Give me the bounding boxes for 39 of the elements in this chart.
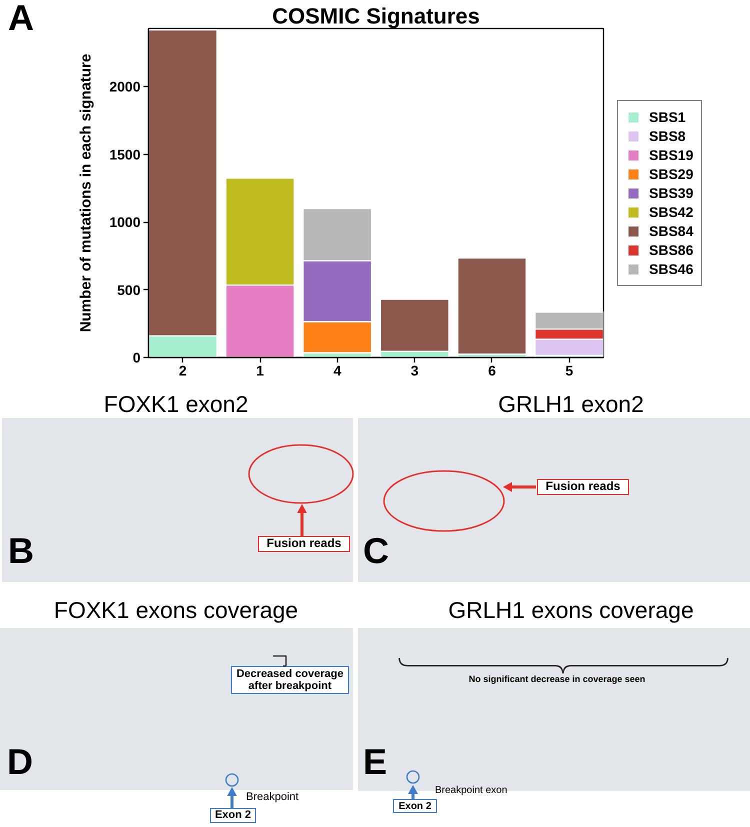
chart-title: COSMIC Signatures <box>272 4 480 28</box>
x-tick-label: 3 <box>410 362 419 378</box>
y-tick-label: 2000 <box>109 78 141 95</box>
legend-label: SBS8 <box>649 128 686 144</box>
text: Breakpoint exon <box>435 785 508 796</box>
y-tick-label: 1500 <box>109 146 141 162</box>
legend-label: SBS19 <box>649 146 694 162</box>
text: Fusion reads <box>258 536 350 552</box>
text: B <box>8 530 34 571</box>
text: Fusion reads <box>537 479 629 495</box>
y-tick-label: 1000 <box>109 214 141 230</box>
legend-label: SBS29 <box>649 166 694 182</box>
text: GRLH1 exons coverage <box>447 597 695 624</box>
text: A <box>8 0 34 38</box>
x-tick-label: 1 <box>256 362 264 378</box>
x-tick-label: 6 <box>488 362 496 378</box>
text: Exon 2 <box>210 808 256 823</box>
text: D <box>7 741 33 782</box>
y-tick-label: 0 <box>132 350 141 366</box>
text: C <box>363 530 389 571</box>
text: FOXK1 exon2 <box>102 391 250 418</box>
legend-label: SBS46 <box>649 260 694 276</box>
y-tick-label: 500 <box>117 282 141 298</box>
x-tick-label: 2 <box>178 362 187 378</box>
text: Exon 2 <box>393 799 437 813</box>
legend-label: SBS42 <box>649 204 694 220</box>
legend-label: SBS39 <box>649 184 694 200</box>
y-axis-title: Number of mutations in each signature <box>77 54 94 332</box>
x-tick-label: 5 <box>565 362 574 378</box>
text: FOXK1 exons coverage <box>52 597 300 624</box>
text: GRLH1 exon2 <box>497 391 645 418</box>
text: No significant decrease in coverage seen <box>468 674 646 685</box>
text: E <box>363 741 388 782</box>
legend-label: SBS1 <box>649 108 686 124</box>
legend-label: SBS86 <box>649 242 694 258</box>
x-tick-label: 4 <box>333 362 342 378</box>
text: Breakpoint <box>246 791 299 804</box>
text: Decreased coverage after breakpoint <box>231 666 349 694</box>
legend-label: SBS84 <box>649 222 694 238</box>
